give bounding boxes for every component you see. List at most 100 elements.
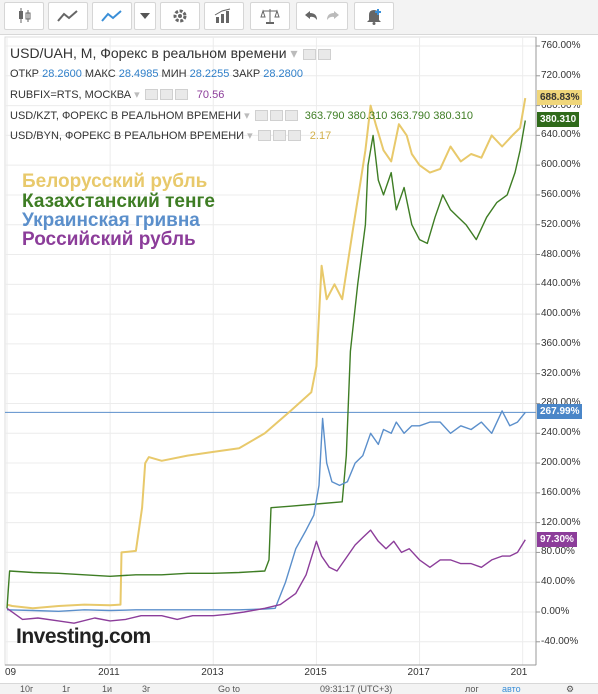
gear-icon[interactable]: [160, 2, 200, 30]
auto-scale-button[interactable]: авто: [502, 684, 521, 694]
chart-title: USD/UAH, M, Форекс в реальном времени: [10, 45, 287, 61]
low-label: МИН: [161, 68, 187, 80]
rub-series-value: 70.56: [196, 89, 225, 101]
visibility-icon[interactable]: [257, 130, 271, 141]
chart-toolbar: [0, 0, 598, 35]
gear-icon[interactable]: [269, 110, 283, 121]
kzt-close-value: 380.310: [433, 110, 473, 122]
log-scale-button[interactable]: лог: [465, 684, 479, 694]
dropdown-icon[interactable]: [134, 2, 156, 30]
high-value: 28.4985: [118, 68, 159, 80]
y-tick-label: 40.00%: [541, 576, 575, 588]
gear-icon[interactable]: [159, 89, 173, 100]
visibility-icon[interactable]: [254, 110, 268, 121]
chevron-down-icon[interactable]: ▾: [134, 89, 140, 101]
close-icon[interactable]: [174, 89, 188, 100]
close-icon[interactable]: [287, 130, 301, 141]
close-label: ЗАКР: [232, 68, 261, 80]
y-tick-label: 280.00%: [541, 397, 581, 409]
y-tick-label: 480.00%: [541, 248, 581, 260]
line-chart-icon[interactable]: [92, 2, 132, 30]
kzt-series-label: USD/KZT, ФОРЕКС В РЕАЛЬНОМ ВРЕМЕНИ: [10, 110, 241, 122]
annotation-uah: Украинская гривна: [22, 210, 200, 231]
y-tick-label: 600.00%: [541, 159, 581, 171]
investing-logo: Investing.com: [16, 625, 151, 648]
redo-icon[interactable]: [325, 9, 341, 23]
range-1y-button[interactable]: 1г: [62, 684, 71, 694]
clock-readout: 09:31:17 (UTC+3): [320, 684, 393, 694]
visibility-icon[interactable]: [144, 89, 158, 100]
y-tick-label: 440.00%: [541, 278, 581, 290]
y-tick-label: 760.00%: [541, 40, 581, 51]
y-tick-label: 560.00%: [541, 188, 581, 200]
y-tick-label: 80.00%: [541, 546, 575, 558]
y-tick-label: 400.00%: [541, 308, 581, 320]
bell-plus-icon[interactable]: [354, 2, 394, 30]
undo-icon[interactable]: [303, 9, 319, 23]
y-tick-label: 320.00%: [541, 367, 581, 379]
close-icon[interactable]: [284, 110, 298, 121]
badge-kzt: 380.310: [537, 112, 580, 128]
y-tick-label: 360.00%: [541, 337, 581, 349]
scales-icon[interactable]: [250, 2, 290, 30]
rub-series-label: RUBFIX=RTS, МОСКВА: [10, 89, 132, 101]
range-10y-button[interactable]: 10г: [20, 684, 34, 694]
kzt-high-value: 380.310: [347, 110, 388, 122]
low-value: 28.2255: [189, 68, 230, 80]
bottom-toolbar: 10г 1г 1и 3г Go to 09:31:17 (UTC+3) лог …: [0, 683, 598, 694]
byn-series-label: USD/BYN, ФОРЕКС В РЕАЛЬНОМ ВРЕМЕНИ: [10, 130, 245, 142]
range-1m-button[interactable]: 1и: [102, 684, 113, 694]
x-tick-label: 2013: [201, 667, 224, 678]
annotation-byn: Белорусский рубль: [22, 171, 208, 192]
annotation-kzt: Казахстанский тенге: [22, 191, 215, 212]
series-line-rub: [6, 529, 526, 624]
y-tick-label: 720.00%: [541, 69, 581, 81]
close-value: 28.2800: [263, 68, 304, 80]
badge-byn: 688.83%: [537, 90, 583, 106]
y-tick-label: 640.00%: [541, 129, 581, 141]
legend-kzt: USD/KZT, ФОРЕКС В РЕАЛЬНОМ ВРЕМЕНИ ▾ 363…: [10, 109, 473, 122]
kzt-open-value: 363.790: [304, 110, 345, 122]
range-3y-button[interactable]: 3г: [142, 684, 151, 694]
open-label: ОТКР: [10, 68, 40, 80]
y-tick-label: 160.00%: [541, 486, 581, 498]
gear-icon[interactable]: [318, 49, 332, 60]
badge-uah: 267.99%: [537, 404, 583, 420]
x-tick-label: 201: [510, 667, 528, 678]
x-tick-label: 09: [5, 667, 17, 678]
candles-icon[interactable]: [4, 2, 44, 30]
go-to-button[interactable]: Go to: [218, 684, 241, 694]
legend-ohlc: ОТКР 28.2600 МАКС 28.4985 МИН 28.2255 ЗА…: [10, 68, 303, 80]
undo-redo-group: [296, 2, 348, 30]
badge-rub: 97.30%: [537, 531, 577, 547]
series-line-kzt: [6, 120, 526, 609]
bar-chart-icon[interactable]: [204, 2, 244, 30]
kzt-low-value: 363.790: [390, 110, 431, 122]
visibility-icon[interactable]: [303, 49, 317, 60]
x-tick-label: 2017: [407, 667, 430, 678]
high-label: МАКС: [84, 68, 116, 80]
area-chart-icon[interactable]: [48, 2, 88, 30]
open-value: 28.2600: [42, 68, 82, 80]
y-tick-label: 120.00%: [541, 516, 581, 528]
gear-icon[interactable]: ⚙: [566, 684, 575, 694]
y-tick-label: 0.00%: [541, 606, 570, 617]
chevron-down-icon[interactable]: ▾: [290, 45, 298, 61]
chart-plot[interactable]: [0, 34, 598, 693]
series-line-uah: [6, 410, 526, 612]
chevron-down-icon[interactable]: ▾: [247, 130, 253, 142]
chevron-down-icon[interactable]: ▾: [244, 110, 250, 122]
legend-byn: USD/BYN, ФОРЕКС В РЕАЛЬНОМ ВРЕМЕНИ ▾ 2.1…: [10, 129, 331, 142]
annotation-rub: Российский рубль: [22, 229, 196, 250]
x-tick-label: 2015: [304, 667, 327, 678]
series-line-byn: [6, 97, 527, 610]
y-tick-label: 200.00%: [541, 457, 581, 469]
legend-main-line: USD/UAH, M, Форекс в реальном времени ▾: [10, 45, 332, 62]
legend-rub: RUBFIX=RTS, МОСКВА ▾ 70.56: [10, 88, 224, 101]
x-tick-label: 2011: [98, 667, 120, 678]
byn-series-value: 2.17: [309, 130, 332, 142]
gear-icon[interactable]: [272, 130, 286, 141]
y-tick-label: -40.00%: [541, 635, 579, 647]
y-tick-label: 240.00%: [541, 427, 581, 439]
y-tick-label: 520.00%: [541, 218, 581, 230]
